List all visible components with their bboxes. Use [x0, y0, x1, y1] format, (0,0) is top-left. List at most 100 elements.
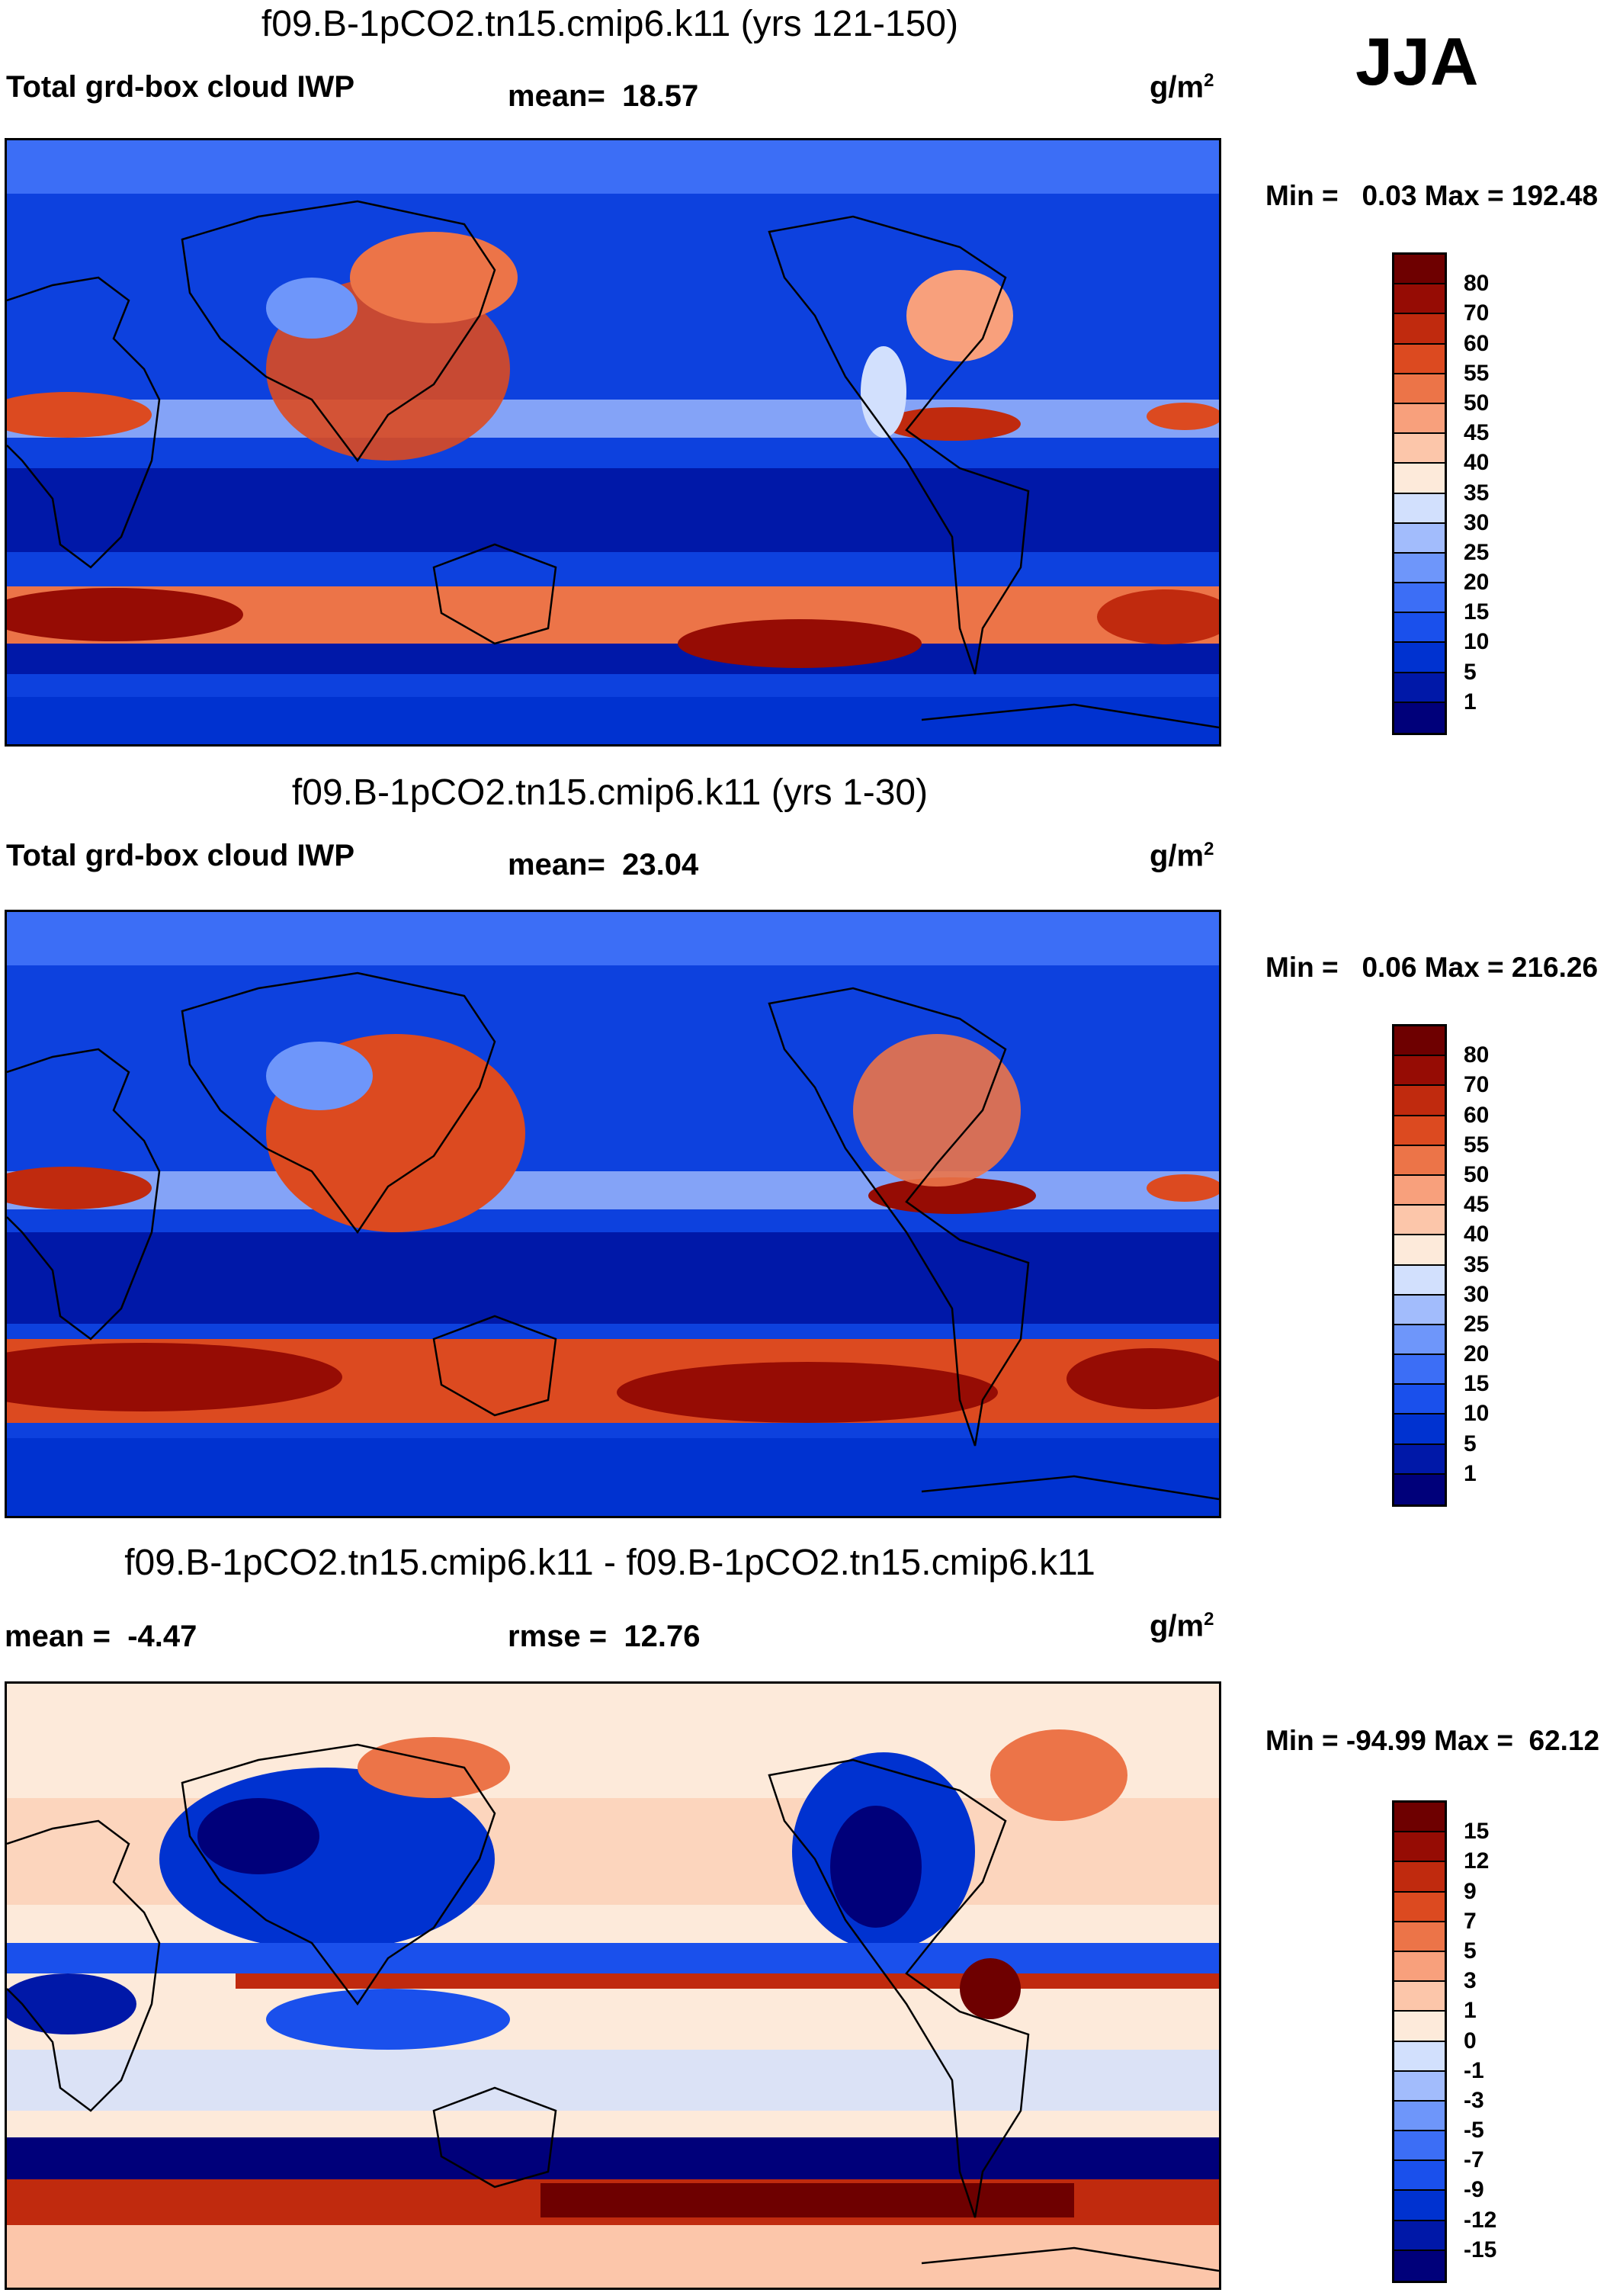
colorbar-swatch: [1394, 1056, 1445, 1087]
colorbar-swatch: [1394, 2012, 1445, 2042]
colorbar-swatch: [1394, 1206, 1445, 1236]
colorbar-swatch: [1394, 255, 1445, 285]
colorbar-tick-label: 1: [1464, 1998, 1477, 2024]
colorbar-tick-label: 35: [1464, 1251, 1490, 1277]
colorbar-tick-label: 70: [1464, 1072, 1490, 1098]
colorbar-swatch: [1394, 1145, 1445, 1176]
colorbar-tick-label: -3: [1464, 2087, 1484, 2113]
colorbar-tick-label: 35: [1464, 480, 1490, 506]
colorbar-swatch: [1394, 464, 1445, 494]
colorbar-swatch: [1394, 1175, 1445, 1206]
panel-2-title: f09.B-1pCO2.tn15.cmip6.k11 (yrs 1-30): [291, 772, 929, 813]
colorbar-tick-label: 55: [1464, 1132, 1490, 1158]
panel-3-title: f09.B-1pCO2.tn15.cmip6.k11 - f09.B-1pCO2…: [124, 1543, 1095, 1583]
colorbar-swatch: [1394, 1922, 1445, 1952]
panel-3-min-value: -94.99: [1346, 1725, 1426, 1756]
colorbar-tick-label: 50: [1464, 390, 1490, 416]
panel-3-max-value: 62.12: [1528, 1725, 1600, 1756]
colorbar-tick-label: -12: [1464, 2207, 1497, 2233]
colorbar-tick-label: 10: [1464, 629, 1490, 655]
colorbar-swatch: [1394, 2221, 1445, 2251]
colorbar-swatch: [1394, 1803, 1445, 1833]
colorbar-tick-label: 15: [1464, 1819, 1490, 1845]
colorbar-tick-label: 5: [1464, 659, 1477, 685]
colorbar-tick-label: 25: [1464, 539, 1490, 565]
colorbar-swatch: [1394, 434, 1445, 464]
colorbar-swatch: [1394, 344, 1445, 374]
colorbar-tick-label: -7: [1464, 2147, 1484, 2173]
panel-3-map-canvas: [7, 1684, 1219, 2288]
colorbar-tick-label: 40: [1464, 1222, 1490, 1248]
panel-2-map-canvas: [7, 912, 1219, 1516]
colorbar-swatch: [1394, 643, 1445, 673]
colorbar-swatch: [1394, 613, 1445, 644]
panel-3-mean-value: -4.47: [127, 1620, 197, 1653]
colorbar-swatch: [1394, 403, 1445, 435]
colorbar-tick-label: 30: [1464, 1281, 1490, 1307]
colorbar-swatch: [1394, 2131, 1445, 2162]
colorbar-tick-label: 20: [1464, 570, 1490, 596]
colorbar-swatch: [1394, 2191, 1445, 2221]
colorbar-swatch: [1394, 1832, 1445, 1863]
panel-1-colorbar: [1392, 252, 1447, 735]
panel-1-variable-label: Total grd-box cloud IWP: [6, 70, 354, 104]
panel-3-map: [5, 1681, 1221, 2290]
panel-2-colorbar: [1392, 1024, 1447, 1507]
colorbar-tick-label: 60: [1464, 330, 1490, 356]
colorbar-tick-label: 20: [1464, 1341, 1490, 1367]
panel-2-unit: g/m2: [1150, 839, 1214, 873]
colorbar-tick-label: 1: [1464, 1460, 1477, 1486]
colorbar-swatch: [1394, 2101, 1445, 2132]
colorbar-swatch: [1394, 2071, 1445, 2102]
colorbar-tick-label: 55: [1464, 360, 1490, 386]
colorbar-swatch: [1394, 1892, 1445, 1922]
colorbar-swatch: [1394, 1325, 1445, 1356]
colorbar-swatch: [1394, 314, 1445, 345]
colorbar-swatch: [1394, 1026, 1445, 1057]
panel-1-minmax: Min = 0.03 Max = 192.48: [1265, 180, 1599, 211]
panel-2-map: [5, 910, 1221, 1518]
panel-1-unit: g/m2: [1150, 70, 1214, 104]
colorbar-tick-label: 0: [1464, 2028, 1477, 2054]
colorbar-tick-label: -9: [1464, 2177, 1484, 2203]
panel-1-mean-label: mean= 18.57: [508, 79, 699, 113]
colorbar-tick-label: 10: [1464, 1401, 1490, 1427]
panel-2-max-value: 216.26: [1511, 952, 1599, 983]
colorbar-swatch: [1394, 1415, 1445, 1445]
panel-2-mean-value: 23.04: [622, 848, 699, 881]
colorbar-tick-label: -15: [1464, 2237, 1497, 2262]
panel-1-mean-value: 18.57: [622, 79, 699, 113]
colorbar-swatch: [1394, 284, 1445, 315]
colorbar-tick-label: -5: [1464, 2118, 1484, 2143]
colorbar-swatch: [1394, 523, 1445, 554]
colorbar-tick-label: 5: [1464, 1431, 1477, 1456]
colorbar-swatch: [1394, 1862, 1445, 1893]
colorbar-swatch: [1394, 374, 1445, 404]
panel-3-unit: g/m2: [1150, 1609, 1214, 1643]
colorbar-swatch: [1394, 1355, 1445, 1386]
panel-1-map: [5, 138, 1221, 747]
colorbar-swatch: [1394, 553, 1445, 584]
panel-1-min-value: 0.03: [1362, 180, 1417, 211]
panel-3-minmax: Min = -94.99 Max = 62.12: [1265, 1725, 1600, 1756]
colorbar-swatch: [1394, 1295, 1445, 1325]
panel-3-mean-label: mean = -4.47: [5, 1620, 197, 1653]
colorbar-swatch: [1394, 2250, 1445, 2281]
colorbar-tick-label: 45: [1464, 420, 1490, 446]
colorbar-tick-label: 15: [1464, 599, 1490, 625]
colorbar-swatch: [1394, 2041, 1445, 2072]
colorbar-tick-label: 5: [1464, 1938, 1477, 1964]
colorbar-swatch: [1394, 1474, 1445, 1504]
colorbar-swatch: [1394, 1116, 1445, 1146]
colorbar-swatch: [1394, 1951, 1445, 1983]
panel-2-min-value: 0.06: [1362, 952, 1417, 983]
colorbar-tick-label: 7: [1464, 1908, 1477, 1934]
panel-2-mean-label: mean= 23.04: [508, 848, 699, 881]
colorbar-swatch: [1394, 493, 1445, 524]
panel-3-colorbar: [1392, 1800, 1447, 2283]
panel-3-rmse-label: rmse = 12.76: [508, 1620, 701, 1653]
panel-2-minmax: Min = 0.06 Max = 216.26: [1265, 952, 1599, 983]
colorbar-tick-label: 9: [1464, 1878, 1477, 1904]
colorbar-swatch: [1394, 1444, 1445, 1475]
colorbar-tick-label: 30: [1464, 509, 1490, 535]
